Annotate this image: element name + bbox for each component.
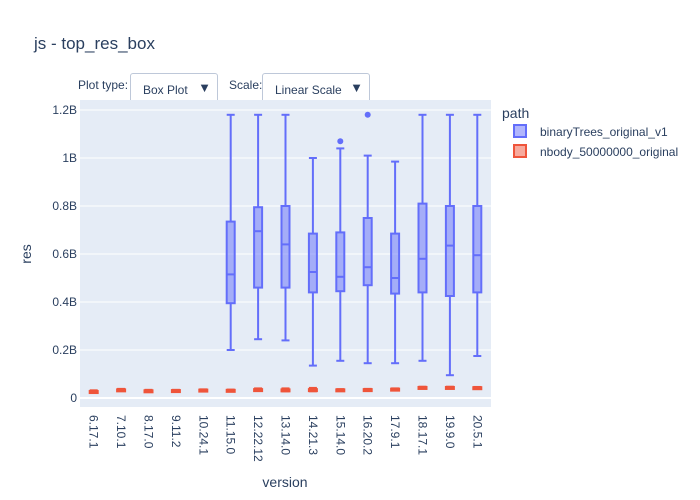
x-tick-label: 18.17.1 xyxy=(416,415,430,455)
x-tick-label: 19.9.0 xyxy=(443,415,457,449)
box-19.9.0[interactable] xyxy=(444,385,455,390)
box-11.15.0[interactable] xyxy=(225,388,236,393)
box-14.21.3[interactable] xyxy=(307,386,318,393)
box-9.11.2[interactable] xyxy=(170,388,181,394)
box-7.10.1[interactable] xyxy=(116,387,127,393)
x-tick-label: 9.11.2 xyxy=(169,415,183,448)
box-20.5.1[interactable] xyxy=(472,385,483,391)
chevron-down-icon: ▼ xyxy=(198,80,211,95)
legend-item[interactable]: nbody_50000000_original xyxy=(513,144,678,159)
box-19.9.0[interactable] xyxy=(444,113,455,377)
y-tick-label: 0 xyxy=(70,391,77,405)
y-tick-label: 1.2B xyxy=(52,103,77,117)
box-8.17.0[interactable] xyxy=(143,388,154,394)
legend-item[interactable]: binaryTrees_original_v1 xyxy=(513,124,668,139)
x-tick-label: 17.9.1 xyxy=(388,415,402,449)
plot-type-dropdown[interactable]: Box Plot ▼ xyxy=(130,73,218,105)
iqr-box xyxy=(307,232,318,294)
legend-title: path xyxy=(502,105,529,121)
iqr-box xyxy=(472,205,483,294)
box-15.14.0[interactable] xyxy=(335,138,346,362)
box-11.15.0[interactable] xyxy=(225,113,236,351)
x-tick-label: 10.24.1 xyxy=(196,415,210,455)
box-18.17.1[interactable] xyxy=(417,385,428,390)
x-tick-label: 15.14.0 xyxy=(333,415,347,455)
box-17.9.1[interactable] xyxy=(390,387,401,392)
iqr-box xyxy=(390,232,401,295)
series-nbody_50000000_original xyxy=(88,385,483,395)
box-layer xyxy=(88,111,483,395)
x-tick-label: 12.22.12 xyxy=(251,415,265,462)
legend-label: nbody_50000000_original xyxy=(540,145,678,159)
box-13.14.0[interactable] xyxy=(280,113,291,342)
box-6.17.1[interactable] xyxy=(88,389,99,395)
x-tick-labels: 6.17.1 7.10.1 8.17.0 9.11.2 10.24.1 11.15.0 12… xyxy=(87,415,485,462)
y-tick-label: 0.2B xyxy=(52,343,77,357)
iqr-box xyxy=(335,231,346,293)
outlier-point xyxy=(337,138,344,145)
box-15.14.0[interactable] xyxy=(335,388,346,393)
y-tick-labels: 0 0.2B 0.4B 0.6B 0.8B 1B 1.2B xyxy=(52,103,77,405)
x-tick-label: 16.20.2 xyxy=(361,415,375,455)
x-axis-title: version xyxy=(262,474,307,490)
legend-swatch xyxy=(513,124,527,138)
iqr-box xyxy=(253,206,264,289)
y-tick-label: 0.8B xyxy=(52,199,77,213)
legend: path binaryTrees_original_v1 nbody_500000… xyxy=(502,105,678,159)
iqr-box xyxy=(362,217,373,287)
box-20.5.1[interactable] xyxy=(472,113,483,357)
box-13.14.0[interactable] xyxy=(280,387,291,393)
box-12.22.12[interactable] xyxy=(253,387,264,393)
box-17.9.1[interactable] xyxy=(390,160,401,365)
scale-label: Scale: xyxy=(229,78,263,92)
legend-label: binaryTrees_original_v1 xyxy=(540,125,668,139)
box-14.21.3[interactable] xyxy=(307,157,318,367)
y-tick-label: 0.6B xyxy=(52,247,77,261)
x-tick-label: 7.10.1 xyxy=(114,415,128,449)
plot-type-value: Box Plot xyxy=(143,83,188,97)
iqr-box xyxy=(225,220,236,305)
iqr-box xyxy=(444,205,455,297)
y-tick-label: 1B xyxy=(62,151,77,165)
outlier-point xyxy=(364,111,371,118)
box-18.17.1[interactable] xyxy=(417,113,428,362)
x-tick-label: 13.14.0 xyxy=(279,415,293,455)
series-binaryTrees_original_v1 xyxy=(225,111,483,377)
chevron-down-icon: ▼ xyxy=(350,80,363,95)
x-tick-label: 11.15.0 xyxy=(224,415,238,454)
x-tick-label: 14.21.3 xyxy=(306,415,320,455)
x-tick-label: 6.17.1 xyxy=(87,415,101,449)
iqr-box xyxy=(280,205,291,289)
chart-title: js - top_res_box xyxy=(34,34,155,53)
plot-type-label: Plot type: xyxy=(78,78,129,92)
x-tick-label: 8.17.0 xyxy=(142,415,156,449)
box-10.24.1[interactable] xyxy=(198,388,209,393)
y-axis-title: res xyxy=(18,244,34,263)
x-tick-label: 20.5.1 xyxy=(470,415,484,449)
box-12.22.12[interactable] xyxy=(253,113,264,341)
box-16.20.2[interactable] xyxy=(362,387,373,393)
scale-value: Linear Scale xyxy=(275,83,342,97)
box-16.20.2[interactable] xyxy=(362,111,373,365)
iqr-box xyxy=(417,202,428,294)
y-tick-label: 0.4B xyxy=(52,295,77,309)
legend-swatch xyxy=(513,144,527,158)
